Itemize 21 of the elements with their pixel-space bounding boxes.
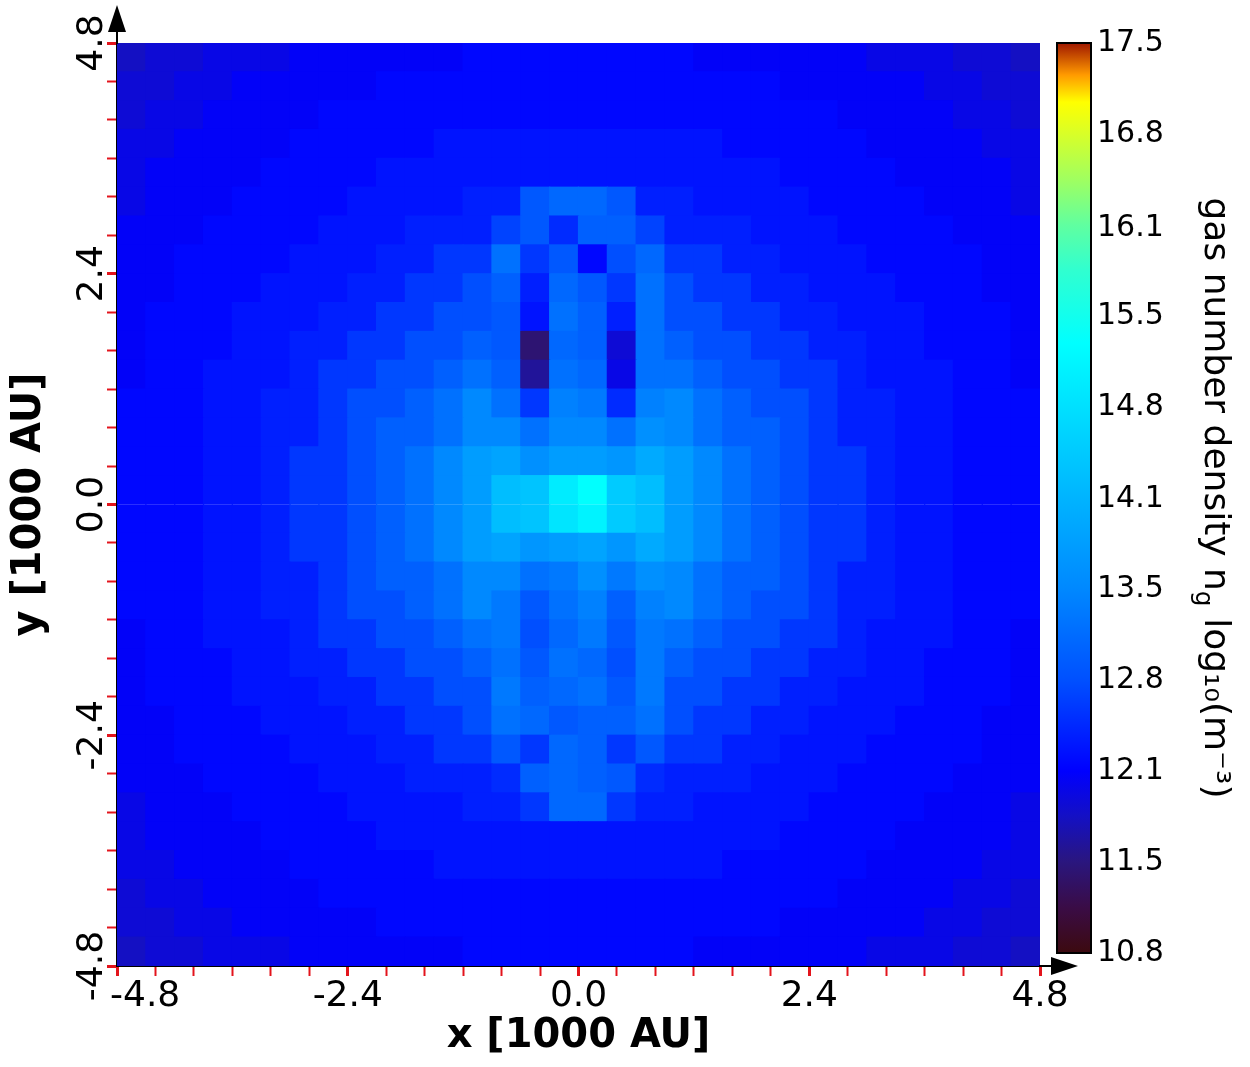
color-bar-label: 12.1 [1097,750,1164,786]
color-bar-label: 14.8 [1097,386,1164,422]
color-bar-label: 15.5 [1097,295,1164,331]
color-bar-label: 17.5 [1097,22,1164,58]
color-bar-title: gas number density ng log₁₀(m⁻³) [1190,197,1239,799]
y-axis-title: y [1000 AU] [3,372,50,637]
y-tick-label: 0.0 [69,475,111,534]
x-tick-label: 4.8 [1011,973,1069,1015]
color-bar-label: 16.1 [1097,207,1164,243]
color-bar-label: 14.1 [1097,479,1164,515]
x-tick-label: -2.4 [312,973,383,1015]
color-bar-label: 11.5 [1097,841,1164,877]
x-tick-label: 2.4 [780,973,838,1015]
color-bar-label: 16.8 [1097,113,1164,149]
y-tick-label: 4.8 [69,14,111,72]
color-bar-label: 10.8 [1097,932,1164,968]
x-tick-label: -4.8 [110,973,181,1015]
color-bar-label: 12.8 [1097,659,1164,695]
y-tick-label: -2.4 [69,700,111,771]
y-tick-label: 2.4 [69,245,111,303]
color-bar-label: 13.5 [1097,568,1164,604]
